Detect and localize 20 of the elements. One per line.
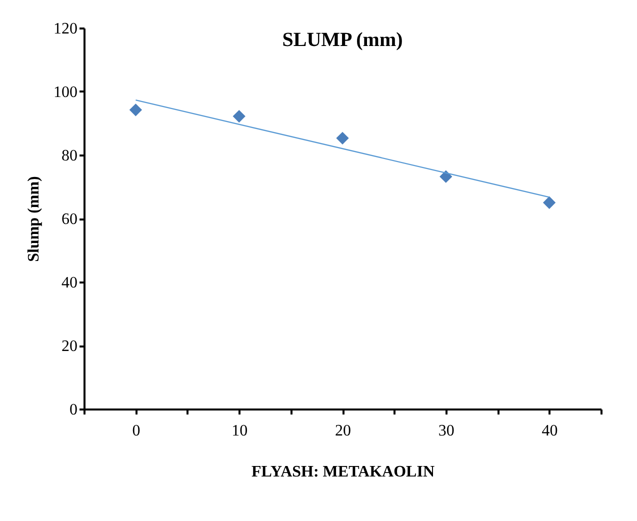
point [129,104,142,116]
point [440,170,452,183]
y-tick-label: 100 [54,84,78,101]
x-axis-title: FLYASH: METAKAOLIN [252,464,435,480]
y-tick-label: 60 [62,211,78,228]
point [542,196,556,209]
y-tick-label: 20 [62,338,78,355]
point [232,110,246,123]
x-tick-label: 10 [232,422,248,440]
x-tick-label: 30 [438,422,454,440]
y-axis-title: Slump (mm) [26,176,42,262]
chart-title: SLUMP (mm) [282,29,403,51]
point [336,132,349,144]
y-tick-label: 80 [62,148,78,164]
x-tick-label: 40 [542,422,558,440]
x-tick-label: 0 [132,422,140,440]
y-tick-label: 0 [70,402,78,418]
x-tick-label: 20 [335,422,351,440]
y-tick-label: 40 [62,274,78,292]
y-tick-label: 120 [54,20,78,38]
